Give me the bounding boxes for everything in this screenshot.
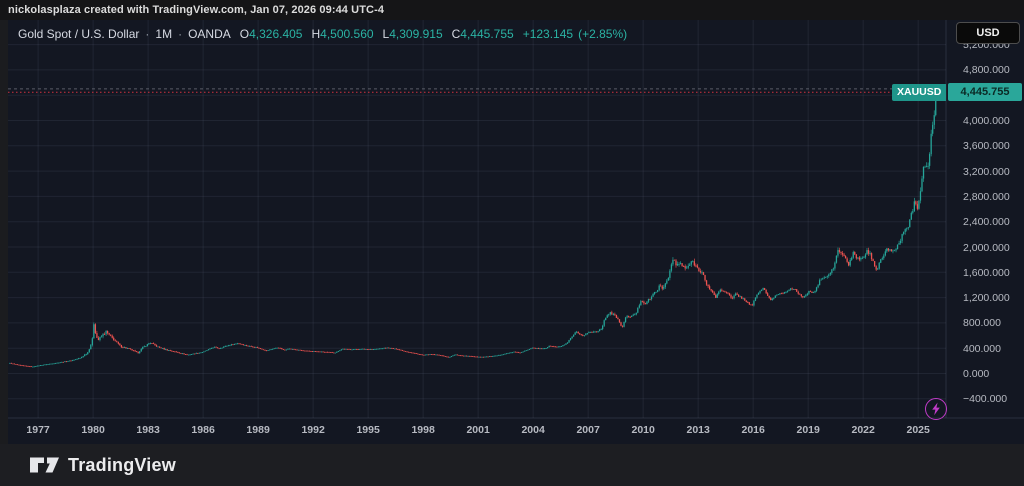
price-axis-label: 3,200.000	[963, 165, 1010, 178]
footer-bar: TradingView	[0, 444, 1024, 486]
exchange-label: OANDA	[188, 27, 231, 41]
lightning-icon	[932, 402, 940, 416]
price-axis-label: 4,000.000	[963, 115, 1010, 127]
price-axis-label: 800.000	[963, 317, 1001, 330]
time-axis-label: 1986	[191, 424, 215, 436]
price-axis-label: 1,600.000	[963, 266, 1010, 279]
currency-button[interactable]: USD	[956, 22, 1020, 44]
ohlc-open: O4,326.405	[239, 27, 303, 41]
time-axis-label: 2025	[906, 424, 930, 436]
time-axis-label: 2019	[796, 424, 820, 436]
lightning-button[interactable]	[925, 398, 947, 420]
time-axis-label: 1992	[301, 424, 325, 436]
attribution-text: nickolasplaza created with TradingView.c…	[8, 4, 385, 16]
chart-widget[interactable]	[8, 20, 1024, 444]
tradingview-logo-icon[interactable]	[30, 457, 60, 474]
attribution-bar: nickolasplaza created with TradingView.c…	[0, 0, 1024, 20]
time-axis-label: 1995	[356, 424, 380, 436]
price-change-percent: (+2.85%)	[578, 27, 628, 41]
price-axis-label: 4,800.000	[963, 64, 1010, 77]
ohlc-low: L4,309.915	[382, 27, 443, 41]
timeframe-label[interactable]: 1M	[155, 27, 173, 41]
price-axis-label: −400.000	[963, 393, 1008, 406]
price-change: +123.145	[522, 27, 574, 41]
price-axis-label: 400.000	[963, 342, 1001, 355]
legend-separator: ·	[178, 27, 183, 41]
time-axis-label: 2007	[576, 424, 600, 436]
time-axis-label: 1977	[26, 424, 50, 436]
time-axis-label: 2016	[741, 424, 765, 436]
price-axis-label: 3,600.000	[963, 140, 1010, 153]
grid	[8, 20, 946, 418]
price-axis-label: 2,400.000	[963, 216, 1010, 229]
time-axis-label: 1989	[246, 424, 270, 436]
time-axis-label: 1998	[411, 424, 435, 436]
brand-name[interactable]: TradingView	[68, 454, 176, 475]
candlestick-series	[9, 88, 938, 368]
legend: Gold Spot / U.S. Dollar · 1M · OANDA O4,…	[18, 26, 627, 42]
time-axis-label: 2004	[521, 424, 545, 436]
time-axis-label: 2001	[466, 424, 490, 436]
time-axis-label: 2022	[851, 424, 875, 436]
legend-separator: ·	[145, 27, 150, 41]
price-axis-label: 0.000	[963, 368, 990, 380]
current-price-badge: 4,445.755	[948, 83, 1022, 102]
ohlc-high: H4,500.560	[311, 27, 374, 41]
price-axis-label: 2,000.000	[963, 241, 1010, 254]
time-axis-label: 1980	[81, 424, 105, 436]
time-axis-label: 1983	[136, 424, 160, 436]
price-axis-label: 2,800.000	[963, 190, 1010, 203]
time-axis-label: 2010	[631, 424, 655, 436]
ohlc-close: C4,445.755	[451, 27, 514, 41]
price-axis[interactable]: 5,200.000 4,800.000 4,000.000 3,600.000 3,20…	[946, 20, 1024, 418]
symbol-title[interactable]: Gold Spot / U.S. Dollar	[18, 27, 140, 41]
time-axis-label: 2013	[686, 424, 710, 436]
price-axis-label: 1,200.000	[963, 292, 1010, 305]
symbol-name-badge: XAUUSD	[892, 83, 947, 101]
time-axis[interactable]: 1977 1980 1983 1986 1989 1992 1995 1998 2001 2004…	[0, 418, 1024, 444]
